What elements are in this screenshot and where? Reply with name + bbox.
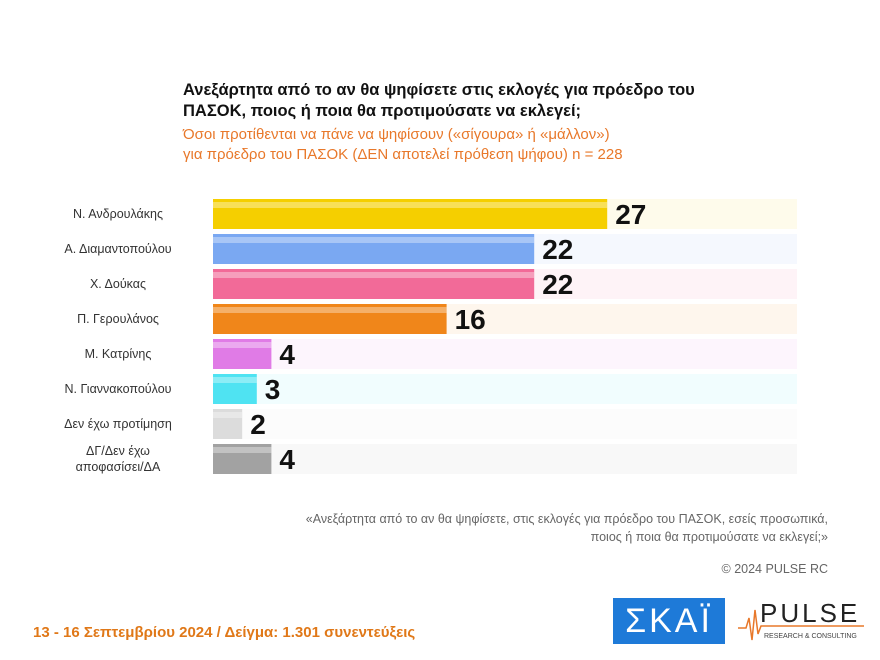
subtitle-line: Όσοι προτίθενται να πάνε να ψηφίσουν («σ… — [183, 126, 610, 143]
bar — [213, 199, 608, 229]
note-line: «Ανεξάρτητα από το αν θα ψηφίσετε, στις … — [305, 512, 828, 526]
category-label: Α. Διαμαντοπούλου — [64, 242, 171, 256]
skai-logo: ΣΚΑΪ — [613, 598, 725, 644]
bar-highlight — [213, 237, 535, 243]
category-label: αποφασίσει/ΔΑ — [76, 460, 161, 474]
pulse-logo-text: PULSE — [760, 598, 860, 628]
bar-highlight — [213, 202, 608, 208]
data-label: 27 — [615, 199, 646, 230]
bar — [213, 409, 243, 439]
bar-highlight — [213, 412, 243, 418]
bar — [213, 339, 272, 369]
data-label: 16 — [455, 304, 486, 335]
data-label: 3 — [265, 374, 281, 405]
data-label: 4 — [279, 444, 295, 475]
pulse-logo-tagline: RESEARCH & CONSULTING — [764, 633, 857, 640]
pulse-logo: PULSE RESEARCH & CONSULTING — [738, 598, 864, 641]
category-label: Χ. Δούκας — [90, 277, 146, 291]
chart-subtitle: Όσοι προτίθενται να πάνε να ψηφίσουν («σ… — [183, 125, 703, 165]
category-label: Π. Γερουλάνος — [77, 312, 159, 326]
bar-track — [213, 444, 797, 474]
data-label: 22 — [542, 234, 573, 265]
category-label: Μ. Κατρίνης — [85, 347, 152, 361]
category-label: Ν. Ανδρουλάκης — [73, 207, 163, 221]
bar — [213, 234, 535, 264]
bar-track — [213, 374, 797, 404]
copyright: © 2024 PULSE RC — [721, 562, 828, 576]
category-label: Δεν έχω προτίμηση — [64, 417, 172, 431]
bar-highlight — [213, 307, 447, 313]
bar — [213, 444, 272, 474]
chart-title: Ανεξάρτητα από το αν θα ψηφίσετε στις εκ… — [183, 81, 695, 120]
bar — [213, 374, 257, 404]
question-note: «Ανεξάρτητα από το αν θα ψηφίσετε, στις … — [306, 510, 828, 546]
subtitle-line: για πρόεδρο του ΠΑΣΟΚ (ΔΕΝ αποτελεί πρόθ… — [183, 146, 623, 163]
bar-track — [213, 339, 797, 369]
bar-highlight — [213, 377, 257, 383]
footer-date-sample: 13 - 16 Σεπτεμβρίου 2024 / Δείγμα: 1.301… — [33, 624, 416, 641]
bar-highlight — [213, 447, 272, 453]
bar — [213, 269, 535, 299]
bar-highlight — [213, 272, 535, 278]
bar-chart: 27 Ν. Ανδρουλάκης 22 Α. Διαμαντοπούλου 22 Χ. … — [64, 199, 797, 475]
bar-track — [213, 409, 797, 439]
bar-highlight — [213, 342, 272, 348]
note-line: ποιος ή ποια θα προτιμούσατε να εκλεγεί;… — [590, 530, 828, 544]
category-label: ΔΓ/Δεν έχω — [86, 444, 150, 458]
data-label: 4 — [279, 339, 295, 370]
data-label: 2 — [250, 409, 266, 440]
category-label: Ν. Γιαννακοπούλου — [64, 382, 171, 396]
bar — [213, 304, 447, 334]
data-label: 22 — [542, 269, 573, 300]
